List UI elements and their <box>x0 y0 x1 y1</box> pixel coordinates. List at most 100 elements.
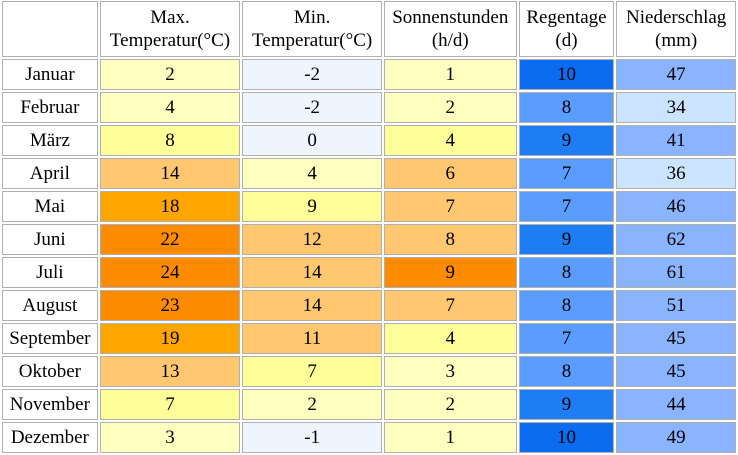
precipitation-cell: 45 <box>616 356 736 387</box>
rain-days-cell: 8 <box>518 290 615 321</box>
header-label-line2: (mm) <box>655 30 698 51</box>
rain-days-cell: 8 <box>518 356 615 387</box>
max-temperature-cell: 18 <box>99 191 241 222</box>
min-temperature-cell: -1 <box>242 422 382 453</box>
header-max-temperature: Max. Temperatur(°C) <box>99 1 241 57</box>
header-min-temperature: Min. Temperatur(°C) <box>242 1 382 57</box>
header-label-line1: Max. <box>150 7 190 28</box>
month-label: Mai <box>2 191 98 222</box>
precipitation-cell: 45 <box>616 323 736 354</box>
min-temperature-cell: -2 <box>242 59 382 90</box>
header-label-line2: Temperatur(°C) <box>109 30 231 51</box>
rain-days-cell: 8 <box>518 257 615 288</box>
header-label-line1: Regentage <box>526 7 607 28</box>
min-temperature-cell: 12 <box>242 224 382 255</box>
rain-days-cell: 9 <box>518 389 615 420</box>
rain-days-cell: 8 <box>518 92 615 123</box>
sunshine-hours-cell: 4 <box>383 125 517 156</box>
table-row: Januar 2 -2 1 10 47 <box>2 59 736 90</box>
header-sunshine-hours: Sonnenstunden (h/d) <box>383 1 517 57</box>
month-label: Januar <box>2 59 98 90</box>
min-temperature-cell: -2 <box>242 92 382 123</box>
min-temperature-cell: 2 <box>242 389 382 420</box>
sunshine-hours-cell: 2 <box>383 92 517 123</box>
max-temperature-cell: 13 <box>99 356 241 387</box>
rain-days-cell: 7 <box>518 158 615 189</box>
max-temperature-cell: 14 <box>99 158 241 189</box>
max-temperature-cell: 22 <box>99 224 241 255</box>
header-row: Max. Temperatur(°C) Min. Temperatur(°C) … <box>2 1 736 57</box>
header-rain-days: Regentage (d) <box>518 1 615 57</box>
month-label: September <box>2 323 98 354</box>
month-label: Februar <box>2 92 98 123</box>
min-temperature-cell: 14 <box>242 257 382 288</box>
table-row: August 23 14 7 8 51 <box>2 290 736 321</box>
max-temperature-cell: 24 <box>99 257 241 288</box>
header-precipitation: Niederschlag (mm) <box>616 1 736 57</box>
rain-days-cell: 9 <box>518 224 615 255</box>
month-label: Dezember <box>2 422 98 453</box>
precipitation-cell: 51 <box>616 290 736 321</box>
table-row: Februar 4 -2 2 8 34 <box>2 92 736 123</box>
max-temperature-cell: 7 <box>99 389 241 420</box>
min-temperature-cell: 7 <box>242 356 382 387</box>
sunshine-hours-cell: 6 <box>383 158 517 189</box>
precipitation-cell: 41 <box>616 125 736 156</box>
rain-days-cell: 7 <box>518 191 615 222</box>
month-label: Juli <box>2 257 98 288</box>
table-row: Oktober 13 7 3 8 45 <box>2 356 736 387</box>
rain-days-cell: 10 <box>518 422 615 453</box>
precipitation-cell: 47 <box>616 59 736 90</box>
min-temperature-cell: 4 <box>242 158 382 189</box>
precipitation-cell: 61 <box>616 257 736 288</box>
rain-days-cell: 10 <box>518 59 615 90</box>
max-temperature-cell: 4 <box>99 92 241 123</box>
table-row: April 14 4 6 7 36 <box>2 158 736 189</box>
max-temperature-cell: 3 <box>99 422 241 453</box>
month-label: August <box>2 290 98 321</box>
table-row: Dezember 3 -1 1 10 49 <box>2 422 736 453</box>
precipitation-cell: 46 <box>616 191 736 222</box>
corner-cell <box>2 1 98 57</box>
max-temperature-cell: 2 <box>99 59 241 90</box>
table-row: März 8 0 4 9 41 <box>2 125 736 156</box>
sunshine-hours-cell: 2 <box>383 389 517 420</box>
min-temperature-cell: 14 <box>242 290 382 321</box>
sunshine-hours-cell: 8 <box>383 224 517 255</box>
header-label-line2: Temperatur(°C) <box>252 30 373 51</box>
rain-days-cell: 9 <box>518 125 615 156</box>
table-row: November 7 2 2 9 44 <box>2 389 736 420</box>
table-row: Juni 22 12 8 9 62 <box>2 224 736 255</box>
precipitation-cell: 36 <box>616 158 736 189</box>
precipitation-cell: 49 <box>616 422 736 453</box>
sunshine-hours-cell: 7 <box>383 290 517 321</box>
table-row: Mai 18 9 7 7 46 <box>2 191 736 222</box>
sunshine-hours-cell: 1 <box>383 59 517 90</box>
month-label: November <box>2 389 98 420</box>
sunshine-hours-cell: 1 <box>383 422 517 453</box>
table-row: September 19 11 4 7 45 <box>2 323 736 354</box>
month-label: Juni <box>2 224 98 255</box>
header-label-line1: Niederschlag <box>626 7 727 28</box>
precipitation-cell: 34 <box>616 92 736 123</box>
header-label-line1: Min. <box>293 7 331 28</box>
sunshine-hours-cell: 9 <box>383 257 517 288</box>
sunshine-hours-cell: 3 <box>383 356 517 387</box>
max-temperature-cell: 8 <box>99 125 241 156</box>
min-temperature-cell: 11 <box>242 323 382 354</box>
header-label-line2: (h/d) <box>431 30 469 51</box>
header-label-line1: Sonnenstunden <box>392 7 509 28</box>
max-temperature-cell: 19 <box>99 323 241 354</box>
sunshine-hours-cell: 4 <box>383 323 517 354</box>
precipitation-cell: 44 <box>616 389 736 420</box>
min-temperature-cell: 9 <box>242 191 382 222</box>
sunshine-hours-cell: 7 <box>383 191 517 222</box>
table-row: Juli 24 14 9 8 61 <box>2 257 736 288</box>
table-body: Januar 2 -2 1 10 47 Februar 4 -2 2 8 34 März 8 0 4 9 41 Ap… <box>2 59 736 453</box>
max-temperature-cell: 23 <box>99 290 241 321</box>
header-label-line2: (d) <box>555 30 578 51</box>
month-label: März <box>2 125 98 156</box>
month-label: April <box>2 158 98 189</box>
month-label: Oktober <box>2 356 98 387</box>
